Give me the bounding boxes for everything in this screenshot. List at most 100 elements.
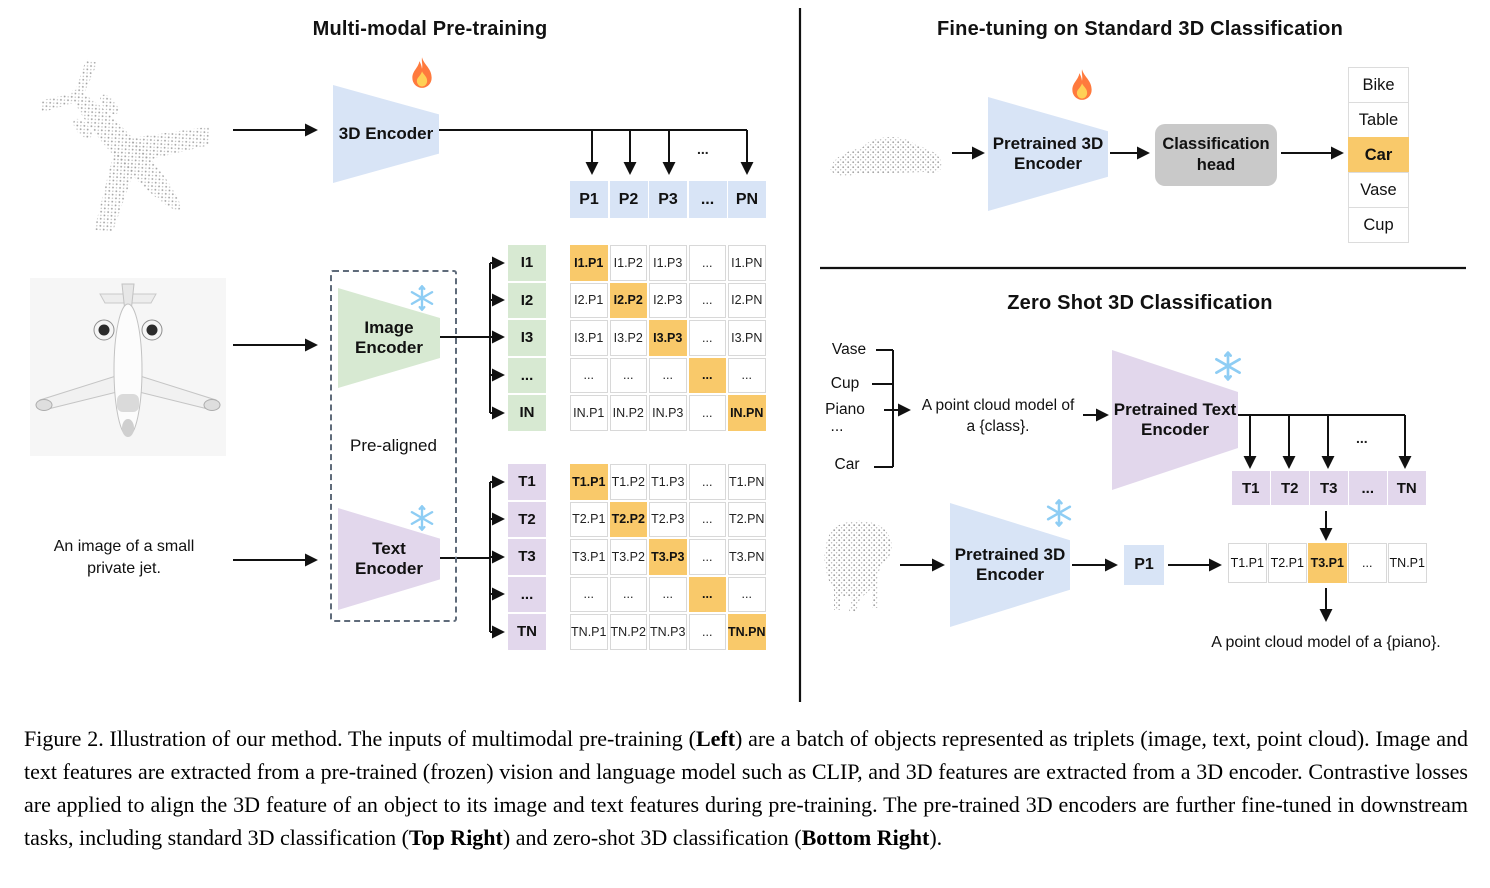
matrix-cell: I3.PN [728,320,766,356]
matrix-cell: ... [728,576,766,612]
airplane-point-cloud [40,59,210,233]
pretrained-3d-encoder-line2: Encoder [1013,154,1083,173]
t-cell: ... [508,576,546,612]
p-cell: P3 [649,181,687,218]
matrix-cell: ... [688,501,726,537]
i-cell: ... [508,357,546,393]
matrix-cell: I1.P1 [570,245,608,281]
matrix-cell: T1.P2 [609,464,647,500]
image-caption-line1: An image of a small [53,538,195,555]
sim-cell: T2.P1 [1268,543,1307,583]
caption-part: ) are a batch of objects represented as … [24,726,1468,850]
p-cell: P1 [570,181,608,218]
matrix-cell: ... [570,576,608,612]
jet-rendering [35,283,221,437]
matrix-cell: IN.P2 [609,395,647,431]
matrix-cell: T3.P1 [570,539,608,575]
text-encoder-label-line2: Encoder [354,559,424,578]
t-cell: TN [508,614,546,650]
snowflake-icon [410,285,434,311]
matrix-cell: ... [688,245,726,281]
p-cell: PN [728,181,766,218]
snowflake-icon [1046,499,1072,527]
caption-part-bold: Top Right [408,825,503,850]
zs-3d-encoder-line2: Encoder [975,565,1045,584]
t-cell: T3 [1310,471,1348,505]
matrix-cell: T3.PN [728,539,766,575]
matrix-cell: I2.PN [728,282,766,318]
pretraining-title: Multi-modal Pre-training [312,18,548,40]
matrix-cell: IN.P3 [649,395,687,431]
prompt-text: A point cloud model of a {class}. [908,396,1088,438]
snowflake-icon [410,505,434,531]
pre-aligned-label: Pre-aligned [350,436,437,455]
flame-icon [1072,69,1092,100]
ellipsis-label: ... [697,141,709,157]
matrix-cell: ... [688,357,726,393]
i-cell: I2 [508,282,546,318]
p-cell: P2 [609,181,648,218]
i-cell: IN [508,395,546,431]
matrix-cell: TN.PN [728,614,766,650]
sim-cell: TN.P1 [1388,543,1427,583]
t-cell: TN [1388,471,1426,505]
matrix-cell: ... [688,576,726,612]
classification-head-line1: Classification [1162,135,1270,154]
matrix-cell: ... [649,357,687,393]
caption-part: Figure 2. Illustration of our method. Th… [24,726,696,751]
sim-cell: ... [1348,543,1387,583]
matrix-cell: ... [688,464,726,500]
pretrained-text-encoder-line1: Pretrained Text [1113,399,1237,419]
text-encoder-label-line1: Text [372,538,406,558]
pretrained-3d-encoder-trapezoid: Pretrained 3D Encoder [988,97,1108,211]
zs-3d-encoder-line1: Pretrained 3D [954,544,1066,564]
t-cell: T2 [508,501,546,537]
matrix-cell: I3.P2 [609,320,647,356]
zeroshot-class-piano: Piano [825,401,865,418]
matrix-cell: T1.P3 [649,464,687,500]
image-feature-column: I1 I2 I3 ... IN [508,245,546,431]
class-prediction-list: Bike Table Car Vase Cup [1348,67,1409,243]
matrix-cell: ... [688,614,726,650]
p-cell: ... [688,181,727,218]
t-cell: T2 [1271,471,1309,505]
matrix-cell: T1.P1 [570,464,608,500]
text-point-similarity-matrix: T1.P1 T1.P2 T1.P3 ... T1.PN T2.P1 T2.P2 … [570,464,766,650]
matrix-cell: I3.P3 [649,320,687,356]
image-point-similarity-matrix: I1.P1 I1.P2 I1.P3 ... I1.PN I2.P1 I2.P2 … [570,245,766,431]
zeroshot-result-text: A point cloud model of a {piano}. [1211,634,1441,651]
matrix-cell: T3.P3 [649,539,687,575]
flame-icon [412,57,432,88]
jet-image [30,278,226,456]
image-encoder-label-line1: Image [364,317,414,337]
finetuning-title: Fine-tuning on Standard 3D Classificatio… [936,18,1343,40]
pretrained-3d-encoder-line1: Pretrained 3D [992,133,1104,153]
matrix-cell: TN.P1 [570,614,608,650]
zeroshot-class-ellipsis: ... [830,418,844,435]
3d-encoder-label: 3D Encoder [338,123,434,143]
class-cell: Table [1348,102,1409,138]
t-cell: T3 [508,539,546,575]
matrix-cell: ... [609,576,647,612]
i-cell: I3 [508,320,546,356]
sim-cell: T1.P1 [1228,543,1267,583]
class-cell: Cup [1348,207,1409,243]
class-cell: Vase [1348,172,1409,208]
pre-aligned-box [330,270,457,622]
caption-part: ). [929,825,943,850]
caption-part-bold: Bottom Right [801,825,930,850]
piano-point-cloud [824,520,892,612]
matrix-cell: T2.P1 [570,501,608,537]
pretrained-text-encoder-line2: Encoder [1140,420,1210,439]
similarity-row: T1.P1 T2.P1 T3.P1 ... TN.P1 [1228,543,1427,583]
image-caption-line2: private jet. [87,559,161,577]
p1-feature-cell: P1 [1124,545,1164,585]
classification-head-box: Classification head [1155,124,1277,186]
image-caption-input: An image of a small private jet. [28,536,220,579]
matrix-cell: ... [688,395,726,431]
matrix-cell: I1.P2 [609,245,647,281]
prompt-line1: A point cloud model of [921,397,1075,414]
matrix-cell: T2.P2 [609,501,647,537]
matrix-cell: ... [688,539,726,575]
matrix-cell: T3.P2 [609,539,647,575]
